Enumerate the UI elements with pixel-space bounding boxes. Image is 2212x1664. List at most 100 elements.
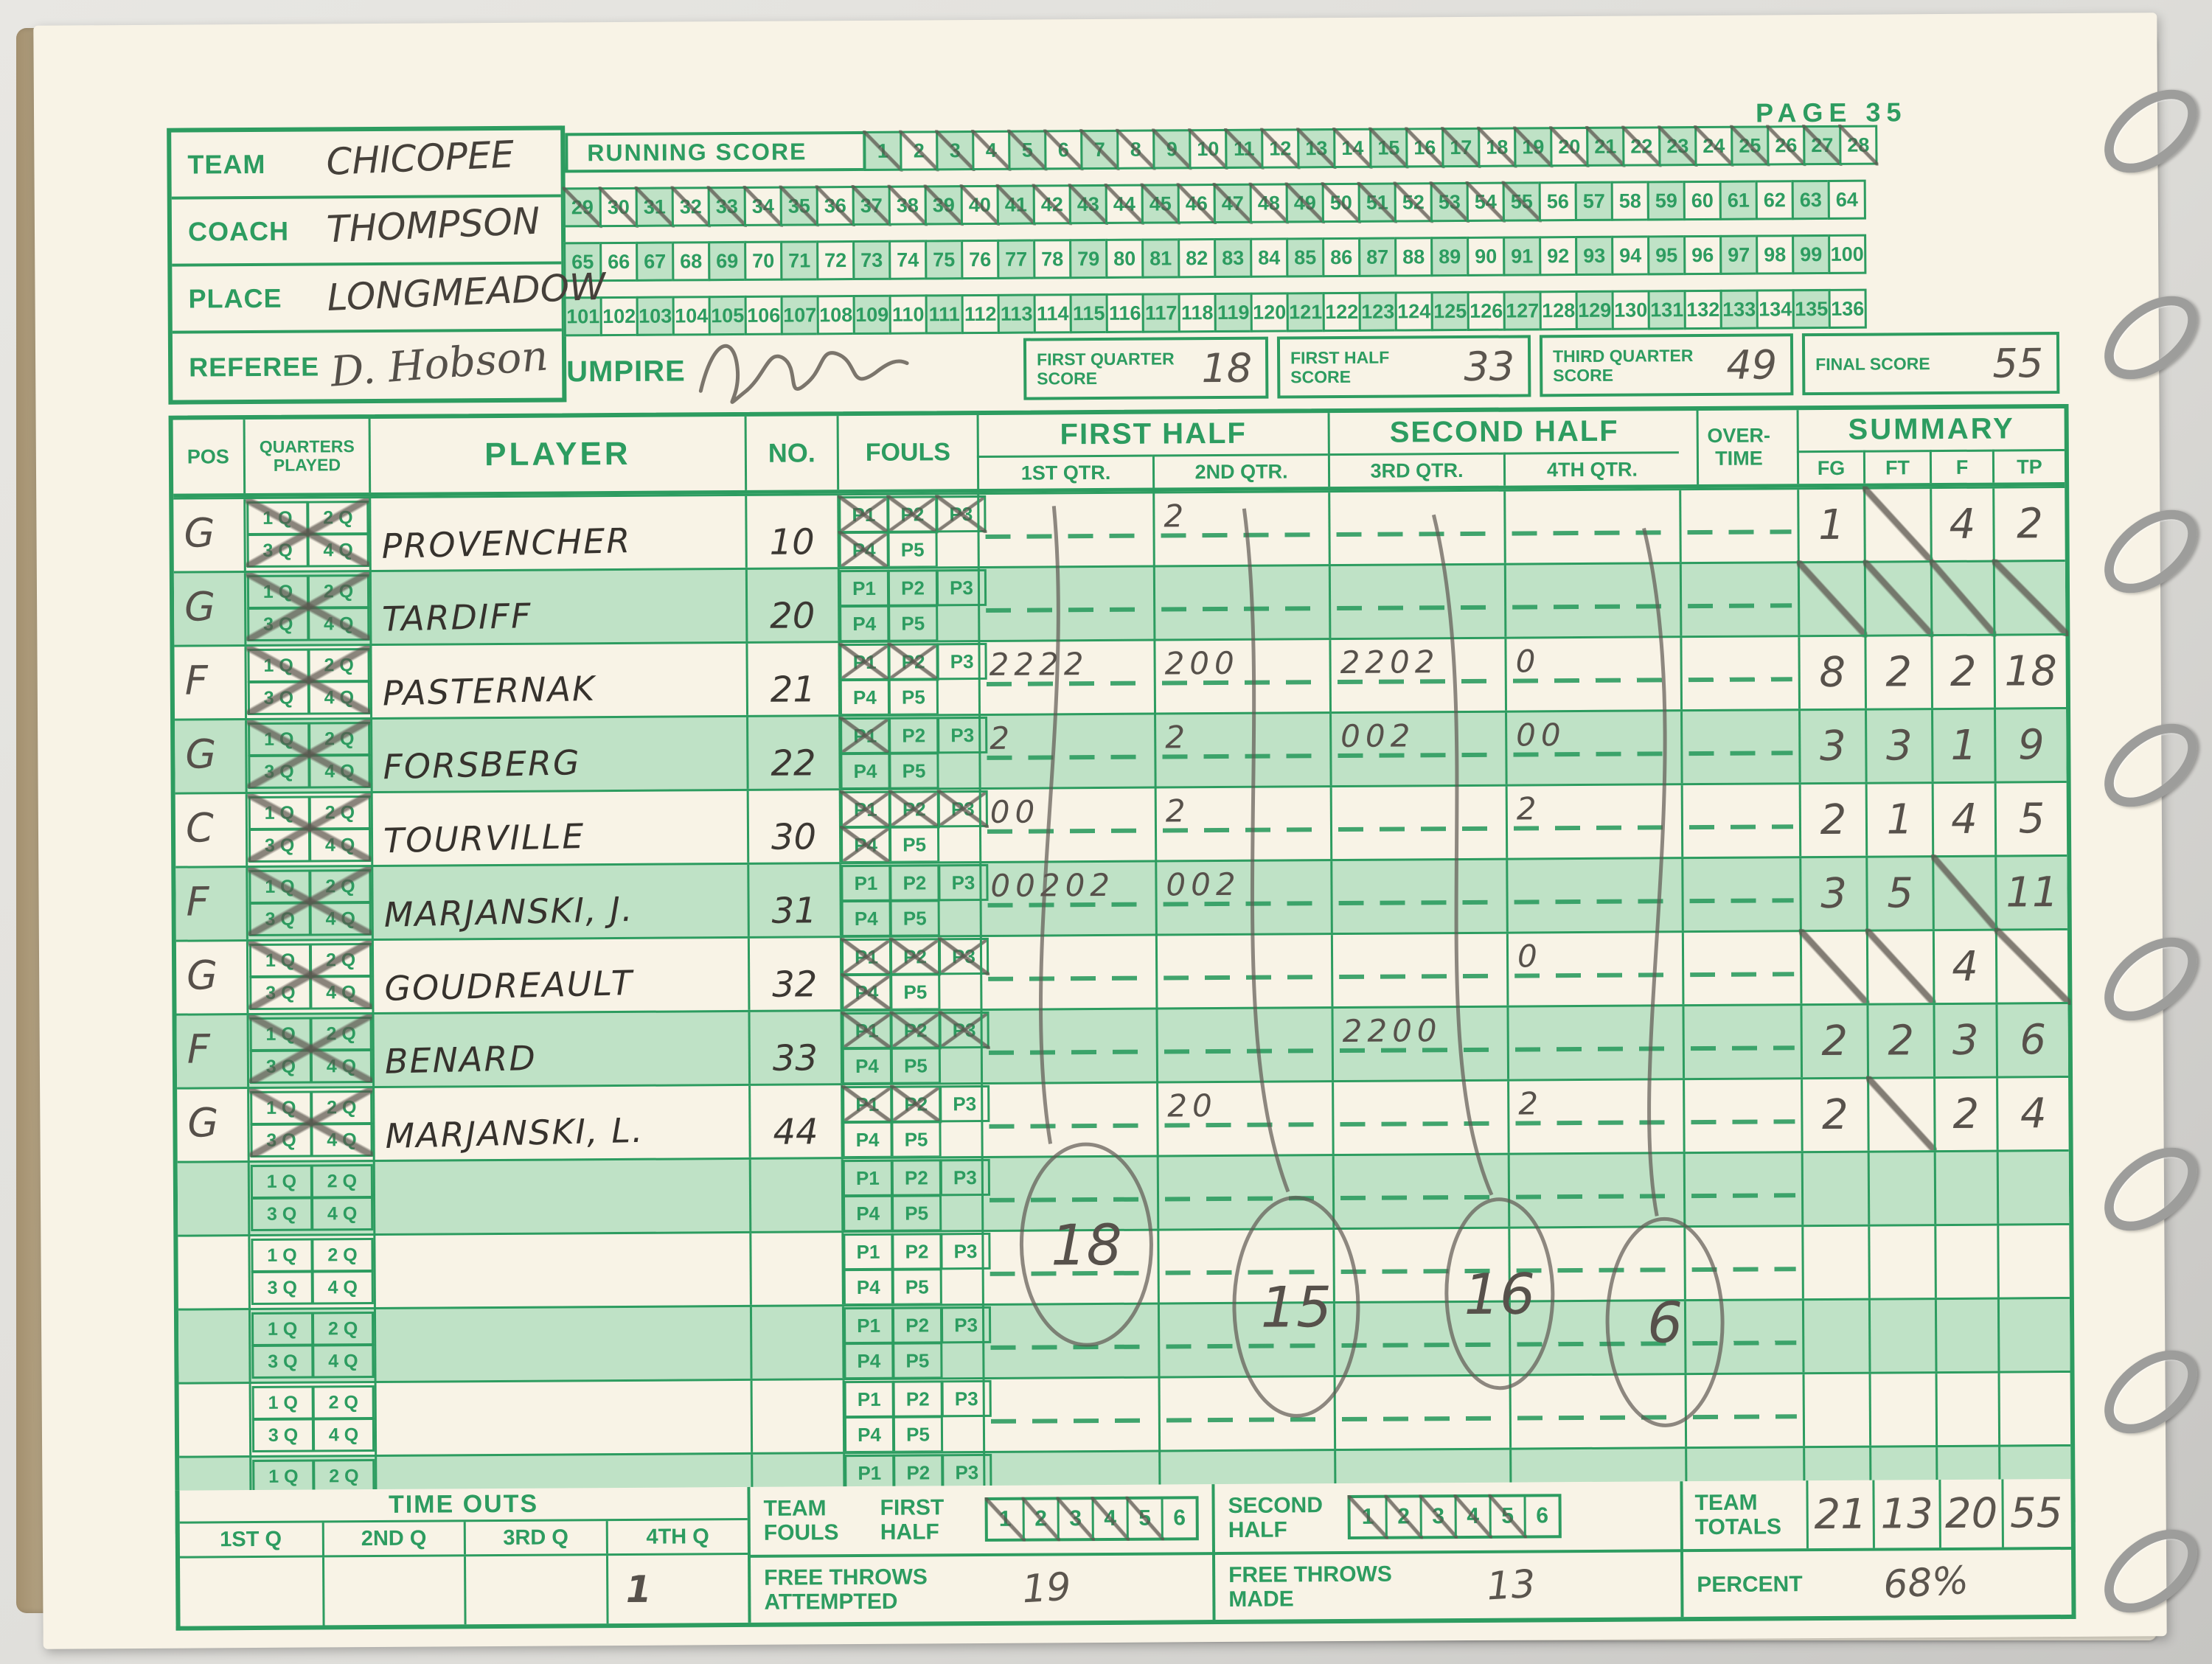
f-header: F bbox=[1929, 449, 1993, 484]
dashed-line bbox=[1688, 751, 1793, 756]
ft-cell bbox=[1863, 486, 1933, 564]
running-score-cell: 74 bbox=[888, 240, 928, 280]
quarter-scoring-cell bbox=[1330, 860, 1506, 933]
foul-box: P1 bbox=[842, 1159, 894, 1197]
player-name-cell: PROVENCHER bbox=[369, 495, 745, 571]
fg-cell-value-handwritten: 3 bbox=[1819, 722, 1846, 771]
player-number-cell: 10 bbox=[745, 495, 838, 568]
overtime-cell bbox=[1683, 1153, 1802, 1226]
q4-total-circled: 6 bbox=[1646, 1289, 1683, 1355]
running-score-number: 47 bbox=[1221, 192, 1244, 215]
ft-cell bbox=[1863, 560, 1934, 638]
fouls-row-1: P1 P2 P3 bbox=[839, 789, 989, 829]
tp-cell: 4 bbox=[1996, 1077, 2069, 1150]
running-score-number: 113 bbox=[1000, 302, 1033, 325]
summary-header: SUMMARY bbox=[1796, 408, 2065, 451]
player-name-handwritten: PROVENCHER bbox=[381, 520, 632, 566]
running-score-number: 35 bbox=[787, 194, 810, 217]
running-score-number: 118 bbox=[1180, 301, 1214, 324]
running-score-cell: 59 bbox=[1646, 181, 1686, 221]
pencil-cross-mark bbox=[839, 716, 891, 756]
pencil-cross-mark bbox=[1453, 1494, 1492, 1539]
running-score-cell: 40 bbox=[959, 184, 1000, 226]
foul-box: P4 bbox=[839, 678, 891, 717]
player-number-cell bbox=[750, 1380, 844, 1452]
quarter-scoring-cell: 2 bbox=[1154, 714, 1330, 787]
f-cell: 2 bbox=[1930, 636, 1994, 709]
foul-box: P5 bbox=[890, 1047, 942, 1085]
pencil-cross-mark bbox=[839, 790, 891, 829]
player-name-cell bbox=[372, 1159, 750, 1234]
running-score-number: 100 bbox=[1830, 243, 1864, 265]
running-score-number: 55 bbox=[1510, 189, 1533, 213]
foul-box: P5 bbox=[888, 678, 939, 716]
running-score-number: 27 bbox=[1811, 133, 1834, 156]
player-row: F1 Q2 Q3 Q4 QMARJANSKI, J.31P1P2P3P4P500… bbox=[175, 854, 2067, 940]
running-score-cell: 120 bbox=[1250, 292, 1289, 333]
timeout-q3-value bbox=[463, 1556, 607, 1625]
fouls-row-1: P1 P2 P3 bbox=[843, 1232, 991, 1271]
pencil-cross-mark bbox=[841, 533, 887, 567]
fg-cell-value-handwritten: 2 bbox=[1820, 796, 1847, 845]
quarter-scoring-cell: 2 bbox=[1152, 492, 1329, 565]
quarters-played-cell: 1 Q2 Q3 Q4 Q bbox=[243, 572, 371, 645]
tp-cell bbox=[1997, 1225, 2070, 1298]
pencil-cross-mark bbox=[887, 642, 939, 681]
running-score-number: 48 bbox=[1257, 191, 1280, 215]
player-name-handwritten: BENARD bbox=[384, 1037, 538, 1082]
foul-box: P4 bbox=[843, 1268, 894, 1306]
foul-box: P1 bbox=[843, 1306, 894, 1345]
running-score-row-2: 29 30 31 32 33 34 35 36 37 38 39 40 41 42 43 44 45 46 47 48… bbox=[562, 179, 1866, 229]
pencil-cross-mark bbox=[1125, 1496, 1164, 1541]
quarter-box: 3 Q bbox=[251, 1418, 315, 1453]
pencil-slash-mark bbox=[1863, 486, 1933, 564]
running-score-cell: 82 bbox=[1178, 238, 1217, 279]
coach-row: COACH THOMPSON bbox=[171, 197, 562, 267]
overtime-cell bbox=[1680, 784, 1800, 857]
running-score-cell: 19 bbox=[1513, 126, 1554, 168]
pos-header: POS bbox=[187, 445, 229, 468]
player-row: G1 Q2 Q3 Q4 QFORSBERG22P1P2P3P4P52200200… bbox=[175, 706, 2067, 793]
scoring-marks-handwritten: 2222 bbox=[989, 646, 1089, 683]
quarter-scoring-cell: 2 bbox=[1154, 787, 1331, 860]
running-score-number: 74 bbox=[897, 248, 919, 271]
f-cell-value-handwritten: 4 bbox=[1949, 500, 1976, 549]
running-score-number: 73 bbox=[860, 248, 883, 271]
quarters-played-x-mark bbox=[246, 646, 372, 715]
running-score-row-4: 101 102 103 104 105 106 107 108 109 110 111 112 113 1… bbox=[563, 288, 1867, 337]
running-score-cell: 12 bbox=[1260, 128, 1301, 170]
running-score-number: 67 bbox=[644, 250, 667, 273]
running-score-number: 9 bbox=[1166, 137, 1178, 160]
f-cell bbox=[1934, 1299, 1998, 1372]
player-name-handwritten: PASTERNAK bbox=[382, 668, 597, 714]
pencil-slash-mark bbox=[1931, 854, 1998, 933]
foul-box: P4 bbox=[841, 1047, 893, 1085]
running-score-cell: 10 bbox=[1188, 128, 1228, 170]
dashed-line bbox=[1690, 1045, 1795, 1051]
running-score-number: 83 bbox=[1222, 246, 1245, 269]
running-score-cell: 88 bbox=[1394, 237, 1433, 277]
fouls-row-1: P1 P2 P3 bbox=[838, 494, 987, 535]
player-number-handwritten: 33 bbox=[772, 1037, 818, 1079]
running-score-number: 22 bbox=[1630, 134, 1653, 158]
player-name-handwritten: GOUDREAULT bbox=[383, 962, 634, 1009]
running-score-cell: 14 bbox=[1332, 127, 1373, 170]
running-score-cell: 86 bbox=[1322, 237, 1361, 278]
running-score-cell: 51 bbox=[1357, 181, 1397, 223]
quarters-played-x-mark bbox=[247, 720, 372, 789]
player-number-handwritten: 10 bbox=[769, 521, 815, 563]
dashed-line bbox=[1338, 899, 1500, 906]
pencil-slash-mark bbox=[1798, 928, 1870, 1007]
pos-cell: G bbox=[176, 941, 247, 1014]
running-score-number: 52 bbox=[1402, 190, 1425, 213]
pencil-cross-mark bbox=[984, 1497, 1026, 1542]
pencil-cross-mark bbox=[889, 498, 936, 531]
